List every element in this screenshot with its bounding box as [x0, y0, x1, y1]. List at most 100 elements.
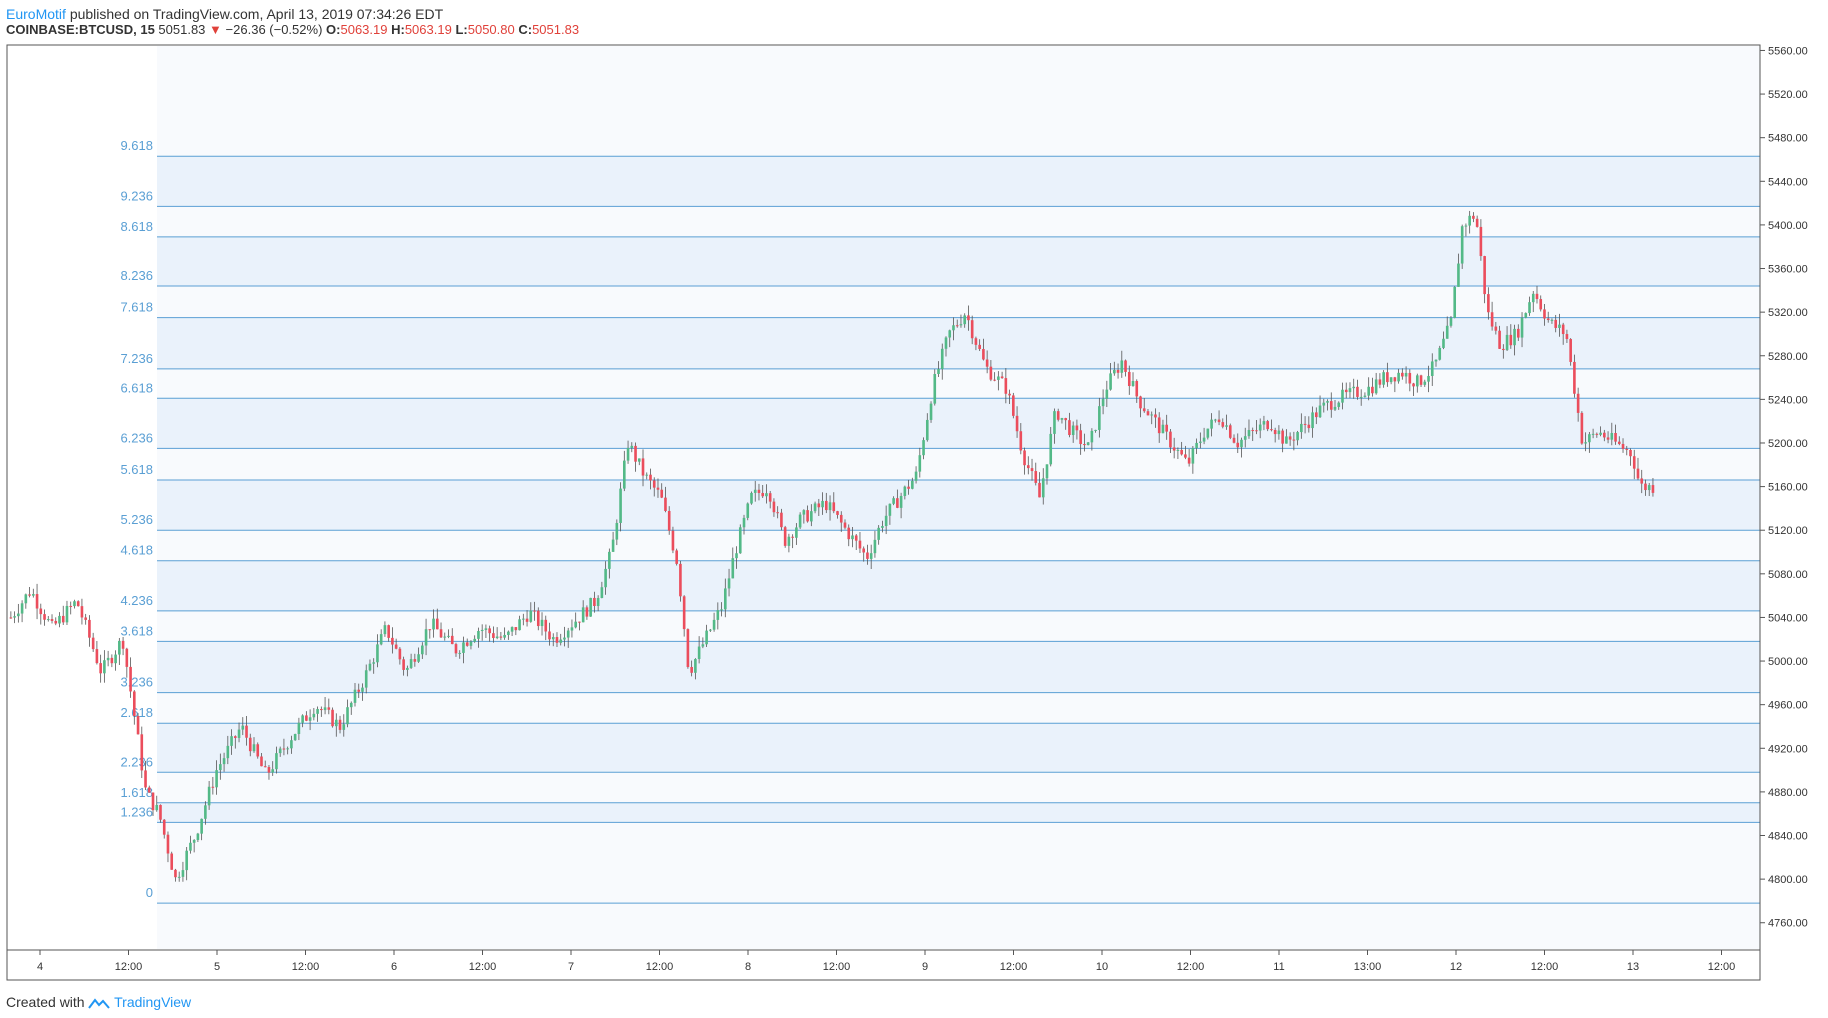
- candle-body: [241, 725, 245, 730]
- candle-body: [110, 657, 114, 664]
- candle-body: [903, 486, 907, 496]
- candle-body: [608, 551, 611, 569]
- candle-body: [129, 666, 132, 692]
- candle-body: [1404, 372, 1408, 377]
- candle-body: [925, 419, 929, 441]
- candle-body: [548, 631, 551, 640]
- candle-body: [1135, 381, 1139, 397]
- candle-body: [1651, 485, 1655, 493]
- price-chart[interactable]: 0 1.236 1.618 2.236 2.618 3.236 3.618 4.236 4.61…: [0, 0, 1828, 990]
- candle-body: [1632, 456, 1636, 469]
- candle-body: [58, 615, 61, 624]
- candle-body: [1614, 432, 1617, 442]
- fib-band: [157, 641, 1760, 693]
- candle-body: [1251, 430, 1255, 432]
- candle-body: [839, 514, 843, 523]
- candle-body: [1060, 418, 1064, 420]
- candle-body: [155, 804, 159, 811]
- candle-body: [458, 652, 462, 654]
- candle-body: [439, 629, 443, 638]
- candle-body: [43, 614, 46, 620]
- candle-body: [1083, 444, 1086, 446]
- candle-body: [54, 620, 58, 624]
- candle-body: [417, 654, 420, 662]
- candle-body: [80, 606, 84, 618]
- candle-body: [398, 648, 402, 660]
- candle-body: [499, 636, 503, 638]
- candle-body: [462, 642, 465, 653]
- candle-body: [13, 616, 16, 618]
- candle-body: [1161, 424, 1165, 434]
- candle-body: [383, 625, 387, 635]
- candle-body: [473, 638, 477, 642]
- candle-body: [1494, 326, 1498, 331]
- candle-body: [1247, 430, 1251, 437]
- candle-body: [215, 770, 218, 788]
- candle-body: [1554, 319, 1558, 328]
- candle-body: [185, 850, 188, 871]
- candle-body: [795, 527, 798, 538]
- candle-body: [787, 536, 791, 546]
- candle-body: [697, 646, 701, 660]
- candle-body: [308, 717, 312, 721]
- candle-body: [402, 659, 405, 670]
- candle-body: [1371, 386, 1374, 394]
- created-with-text: Created with: [6, 994, 85, 1010]
- author-link[interactable]: EuroMotif: [6, 6, 66, 22]
- candle-body: [387, 625, 390, 638]
- candle-body: [982, 348, 985, 360]
- candle-body: [1378, 379, 1382, 385]
- price-tick-label: 4960.00: [1768, 700, 1808, 712]
- candle-body: [9, 617, 13, 619]
- time-tick-label: 10: [1096, 961, 1108, 973]
- price-tick-label: 5280.00: [1768, 351, 1808, 363]
- price-tick-label: 5440.00: [1768, 176, 1808, 188]
- candle-body: [1528, 302, 1531, 314]
- fib-level-label: 1.236: [120, 804, 153, 819]
- candle-body: [1520, 317, 1524, 338]
- price-tick-label: 5320.00: [1768, 307, 1808, 319]
- candle-body: [507, 631, 510, 635]
- candle-body: [843, 522, 847, 528]
- candle-body: [1071, 425, 1075, 436]
- symbol-label: COINBASE:BTCUSD, 15: [6, 22, 155, 37]
- price-axis[interactable]: 5560.00 5520.00 5480.00 5440.00 5400.00 5360.…: [1759, 45, 1808, 950]
- price-tick-label: 5480.00: [1768, 133, 1808, 145]
- candle-body: [1573, 361, 1576, 394]
- time-axis[interactable]: 4 12:00 5 12:00 6 12:00 7 12:00 8 12:00 9 12:00 10 12…: [6, 949, 1761, 981]
- candle-body: [768, 493, 772, 502]
- candle-body: [802, 510, 806, 515]
- candle-body: [776, 512, 779, 514]
- candle-body: [623, 460, 626, 489]
- open-label: O:: [326, 22, 341, 37]
- candle-body: [1453, 286, 1457, 318]
- candle-body: [604, 568, 607, 588]
- candle-body: [484, 628, 488, 630]
- time-tick-label: 12:00: [469, 961, 497, 973]
- candle-body: [293, 734, 297, 741]
- price-tick-label: 5400.00: [1768, 220, 1808, 232]
- candle-body: [1546, 318, 1550, 321]
- change-down-icon: ▼: [209, 22, 222, 37]
- fib-band: [157, 723, 1760, 773]
- fib-level-label: 3.236: [120, 675, 153, 690]
- candle-body: [1438, 347, 1442, 360]
- candle-body: [1281, 430, 1284, 444]
- candle-body: [649, 474, 652, 481]
- candle-body: [783, 527, 787, 546]
- time-tick-label: 12:00: [646, 961, 674, 973]
- candle-body: [349, 702, 353, 708]
- price-tick-label: 4800.00: [1768, 874, 1808, 886]
- candle-body: [551, 637, 555, 640]
- time-tick-label: 12:00: [1531, 961, 1559, 973]
- candle-body: [1258, 424, 1262, 431]
- candle-body: [873, 539, 877, 554]
- price-tick-label: 5120.00: [1768, 525, 1808, 537]
- publish-info: EuroMotif published on TradingView.com, …: [6, 6, 443, 22]
- candle-body: [1041, 478, 1045, 498]
- candle-body: [1479, 226, 1483, 257]
- candle-body: [1101, 398, 1105, 407]
- candle-body: [1262, 421, 1266, 425]
- tradingview-brand[interactable]: TradingView: [114, 994, 192, 1010]
- candle-body: [1344, 389, 1348, 393]
